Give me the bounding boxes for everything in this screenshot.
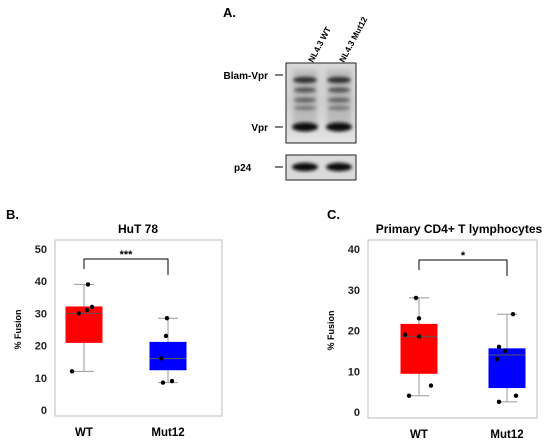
significance-bracket [83, 258, 169, 275]
lane-label-wt: NL4.3 WT [306, 24, 333, 64]
panel-c-chart: C. Primary CD4+ T lymphocytes 0 10 20 30 40 % F… [326, 207, 543, 441]
y-tick-label: 30 [348, 285, 360, 297]
y-tick-label: 40 [348, 244, 360, 256]
data-point [416, 316, 422, 321]
panel-letter: B. [6, 207, 19, 222]
plot-frame [54, 239, 223, 417]
data-point [494, 356, 500, 362]
x-category-label: Mut12 [151, 427, 184, 439]
data-point [496, 344, 502, 349]
data-point [164, 316, 170, 321]
y-tick-label: 10 [35, 373, 47, 385]
data-point [428, 383, 434, 388]
y-tick-label: 30 [35, 308, 47, 320]
band-label-blam-vpr: Blam-Vpr [224, 71, 269, 82]
box-mut12 [149, 341, 187, 371]
significance-label: * [461, 250, 466, 262]
y-tick-label: 10 [348, 366, 360, 378]
panel-letter: C. [327, 207, 340, 222]
data-point [406, 393, 412, 398]
data-point [402, 332, 408, 337]
band-label-p24: p24 [234, 163, 252, 174]
data-point [160, 380, 166, 385]
data-point [416, 334, 422, 339]
y-tick-label: 20 [35, 341, 47, 353]
data-point [85, 282, 91, 287]
data-point [158, 356, 164, 361]
data-point [496, 399, 502, 405]
data-point [502, 348, 508, 354]
y-axis-title: % Fusion [326, 311, 336, 351]
box-wt [400, 323, 438, 374]
plot-frame [367, 239, 538, 419]
panel-b-chart: B. HuT 78 0 10 20 30 40 50 % Fusion WT Mut12 *** [6, 207, 223, 439]
panel-a-letter: A. [223, 5, 236, 20]
blot-main [285, 62, 357, 144]
box-wt [65, 306, 103, 343]
chart-title: Primary CD4+ T lymphocytes [376, 222, 543, 236]
y-tick-label: 0 [41, 405, 47, 417]
data-point [513, 393, 519, 398]
chart-title: HuT 78 [118, 222, 158, 236]
data-point [69, 369, 75, 374]
panel-a: A. NL4.3 WT NL4.3 Mut12 Blam-Vpr Vpr [223, 5, 369, 181]
significance-bracket [418, 259, 508, 276]
y-tick-label: 0 [354, 407, 360, 419]
data-point [89, 304, 95, 310]
band-label-vpr: Vpr [251, 123, 268, 134]
blot-p24 [285, 154, 357, 181]
x-category-label: WT [410, 429, 428, 441]
x-category-label: Mut12 [490, 429, 523, 441]
data-point [76, 311, 82, 316]
y-tick-label: 20 [348, 326, 360, 338]
data-point [84, 307, 90, 313]
lane-label-mut12: NL4.3 Mut12 [337, 15, 369, 64]
data-point [169, 378, 175, 384]
y-axis-title: % Fusion [13, 310, 23, 350]
x-category-label: WT [75, 427, 93, 439]
y-tick-label: 40 [35, 276, 47, 288]
data-point [413, 295, 419, 301]
data-point [510, 312, 516, 317]
y-tick-label: 50 [35, 244, 47, 256]
data-point [163, 333, 169, 339]
significance-label: *** [120, 249, 134, 261]
